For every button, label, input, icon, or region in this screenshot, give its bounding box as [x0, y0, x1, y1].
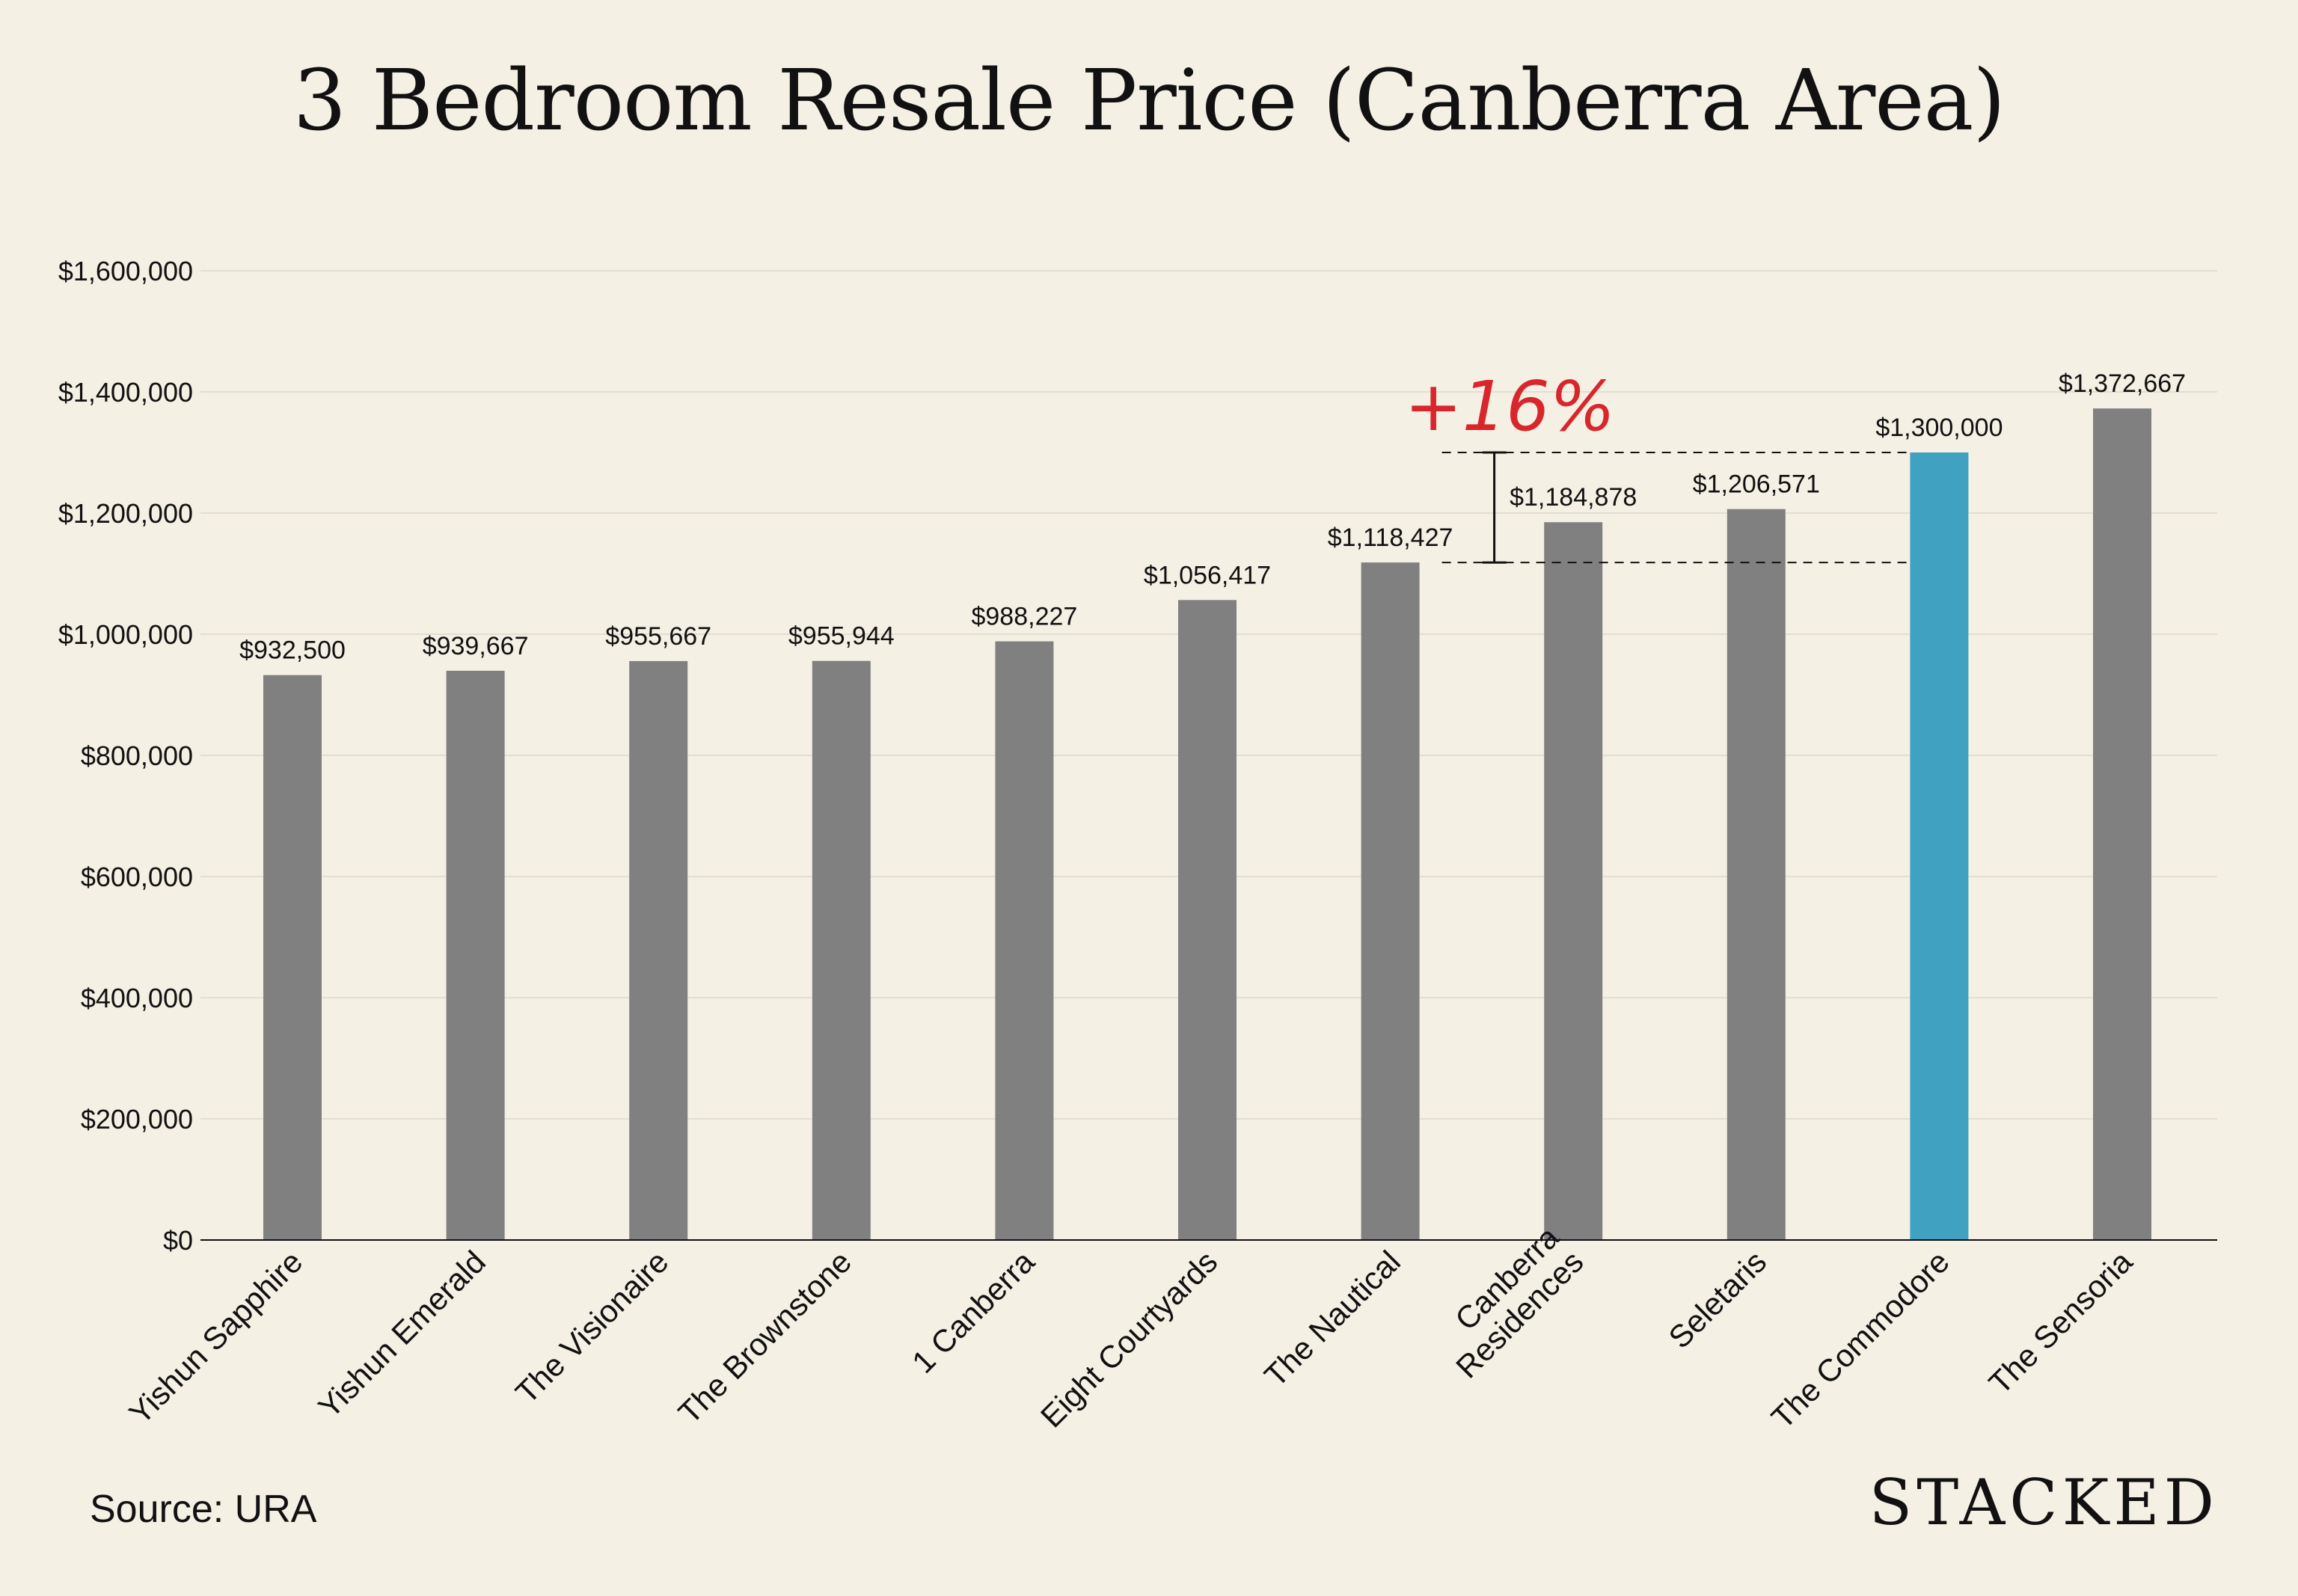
y-axis-tick-labels: $0 $200,000 $400,000 $600,000 $800,000 $1,000…: [58, 256, 193, 1256]
difference-annotation: +16%: [1405, 366, 1911, 564]
value-label: $1,056,417: [1144, 561, 1271, 589]
value-label: $939,667: [423, 632, 529, 660]
value-label: $988,227: [971, 603, 1077, 631]
bar: [629, 660, 688, 1240]
bar: [1178, 600, 1237, 1240]
x-tick-label-line: Eight Courtyards: [1034, 1244, 1224, 1434]
y-tick-label: $1,200,000: [58, 498, 193, 529]
value-labels: $932,500 $939,667 $955,667 $955,944 $988,227…: [239, 369, 2186, 665]
y-tick-label: $0: [163, 1225, 193, 1256]
bars: [263, 408, 2151, 1241]
x-tick-label: Eight Courtyards: [1034, 1244, 1224, 1434]
value-label: $955,667: [605, 622, 711, 651]
x-tick-label: The Commodore: [1765, 1244, 1956, 1435]
bar: [812, 660, 871, 1240]
x-tick-label: Yishun Emerald: [311, 1244, 492, 1425]
bar: [1544, 522, 1603, 1240]
y-tick-label: $200,000: [81, 1104, 193, 1135]
x-tick-label-line: The Brownstone: [672, 1244, 858, 1430]
value-label: $955,944: [788, 622, 895, 651]
value-label: $1,300,000: [1875, 414, 2003, 442]
value-label: $1,184,878: [1510, 483, 1637, 512]
percent-increase-label: +16%: [1405, 366, 1616, 446]
bar: [995, 641, 1054, 1240]
x-tick-label: The Brownstone: [672, 1244, 858, 1430]
x-tick-label-line: The Visionaire: [509, 1244, 675, 1411]
bar: [263, 675, 322, 1240]
chart-title: 3 Bedroom Resale Price (Canberra Area): [292, 52, 2006, 150]
x-axis-tick-labels: Yishun Sapphire Yishun Emerald The Visiona…: [122, 1219, 2139, 1435]
x-tick-label-line: Yishun Emerald: [311, 1244, 492, 1425]
y-tick-label: $1,400,000: [58, 377, 193, 408]
x-tick-label-line: The Sensoria: [1982, 1244, 2139, 1401]
value-label: $1,372,667: [2059, 369, 2186, 398]
x-tick-label-line: The Commodore: [1765, 1244, 1956, 1435]
x-tick-label: Seletaris: [1661, 1244, 1773, 1355]
x-tick-label: Yishun Sapphire: [122, 1244, 309, 1431]
x-tick-label-line: Yishun Sapphire: [122, 1244, 309, 1431]
bar: [1361, 562, 1420, 1240]
y-tick-label: $1,000,000: [58, 619, 193, 650]
y-tick-label: $800,000: [81, 740, 193, 771]
x-tick-label: The Sensoria: [1982, 1244, 2139, 1401]
source-note: Source: URA: [90, 1488, 317, 1531]
x-tick-label-line: Seletaris: [1661, 1244, 1773, 1355]
value-label: $1,118,427: [1328, 524, 1453, 552]
x-tick-label: The Visionaire: [509, 1244, 675, 1411]
value-label: $1,206,571: [1693, 470, 1820, 499]
value-label: $932,500: [239, 636, 346, 665]
brand-logo: STACKED: [1869, 1466, 2219, 1539]
x-tick-label-line: 1 Canberra: [905, 1244, 1041, 1380]
x-tick-label-line: The Nautical: [1257, 1244, 1407, 1393]
bar: [1910, 452, 1969, 1240]
bar: [1726, 509, 1786, 1240]
bar: [2093, 408, 2151, 1241]
y-tick-label: $400,000: [81, 983, 193, 1013]
y-tick-label: $600,000: [81, 862, 193, 892]
x-tick-label: 1 Canberra: [905, 1244, 1041, 1380]
x-tick-label: The Nautical: [1257, 1244, 1407, 1393]
y-tick-label: $1,600,000: [58, 256, 193, 286]
bar: [446, 670, 505, 1240]
